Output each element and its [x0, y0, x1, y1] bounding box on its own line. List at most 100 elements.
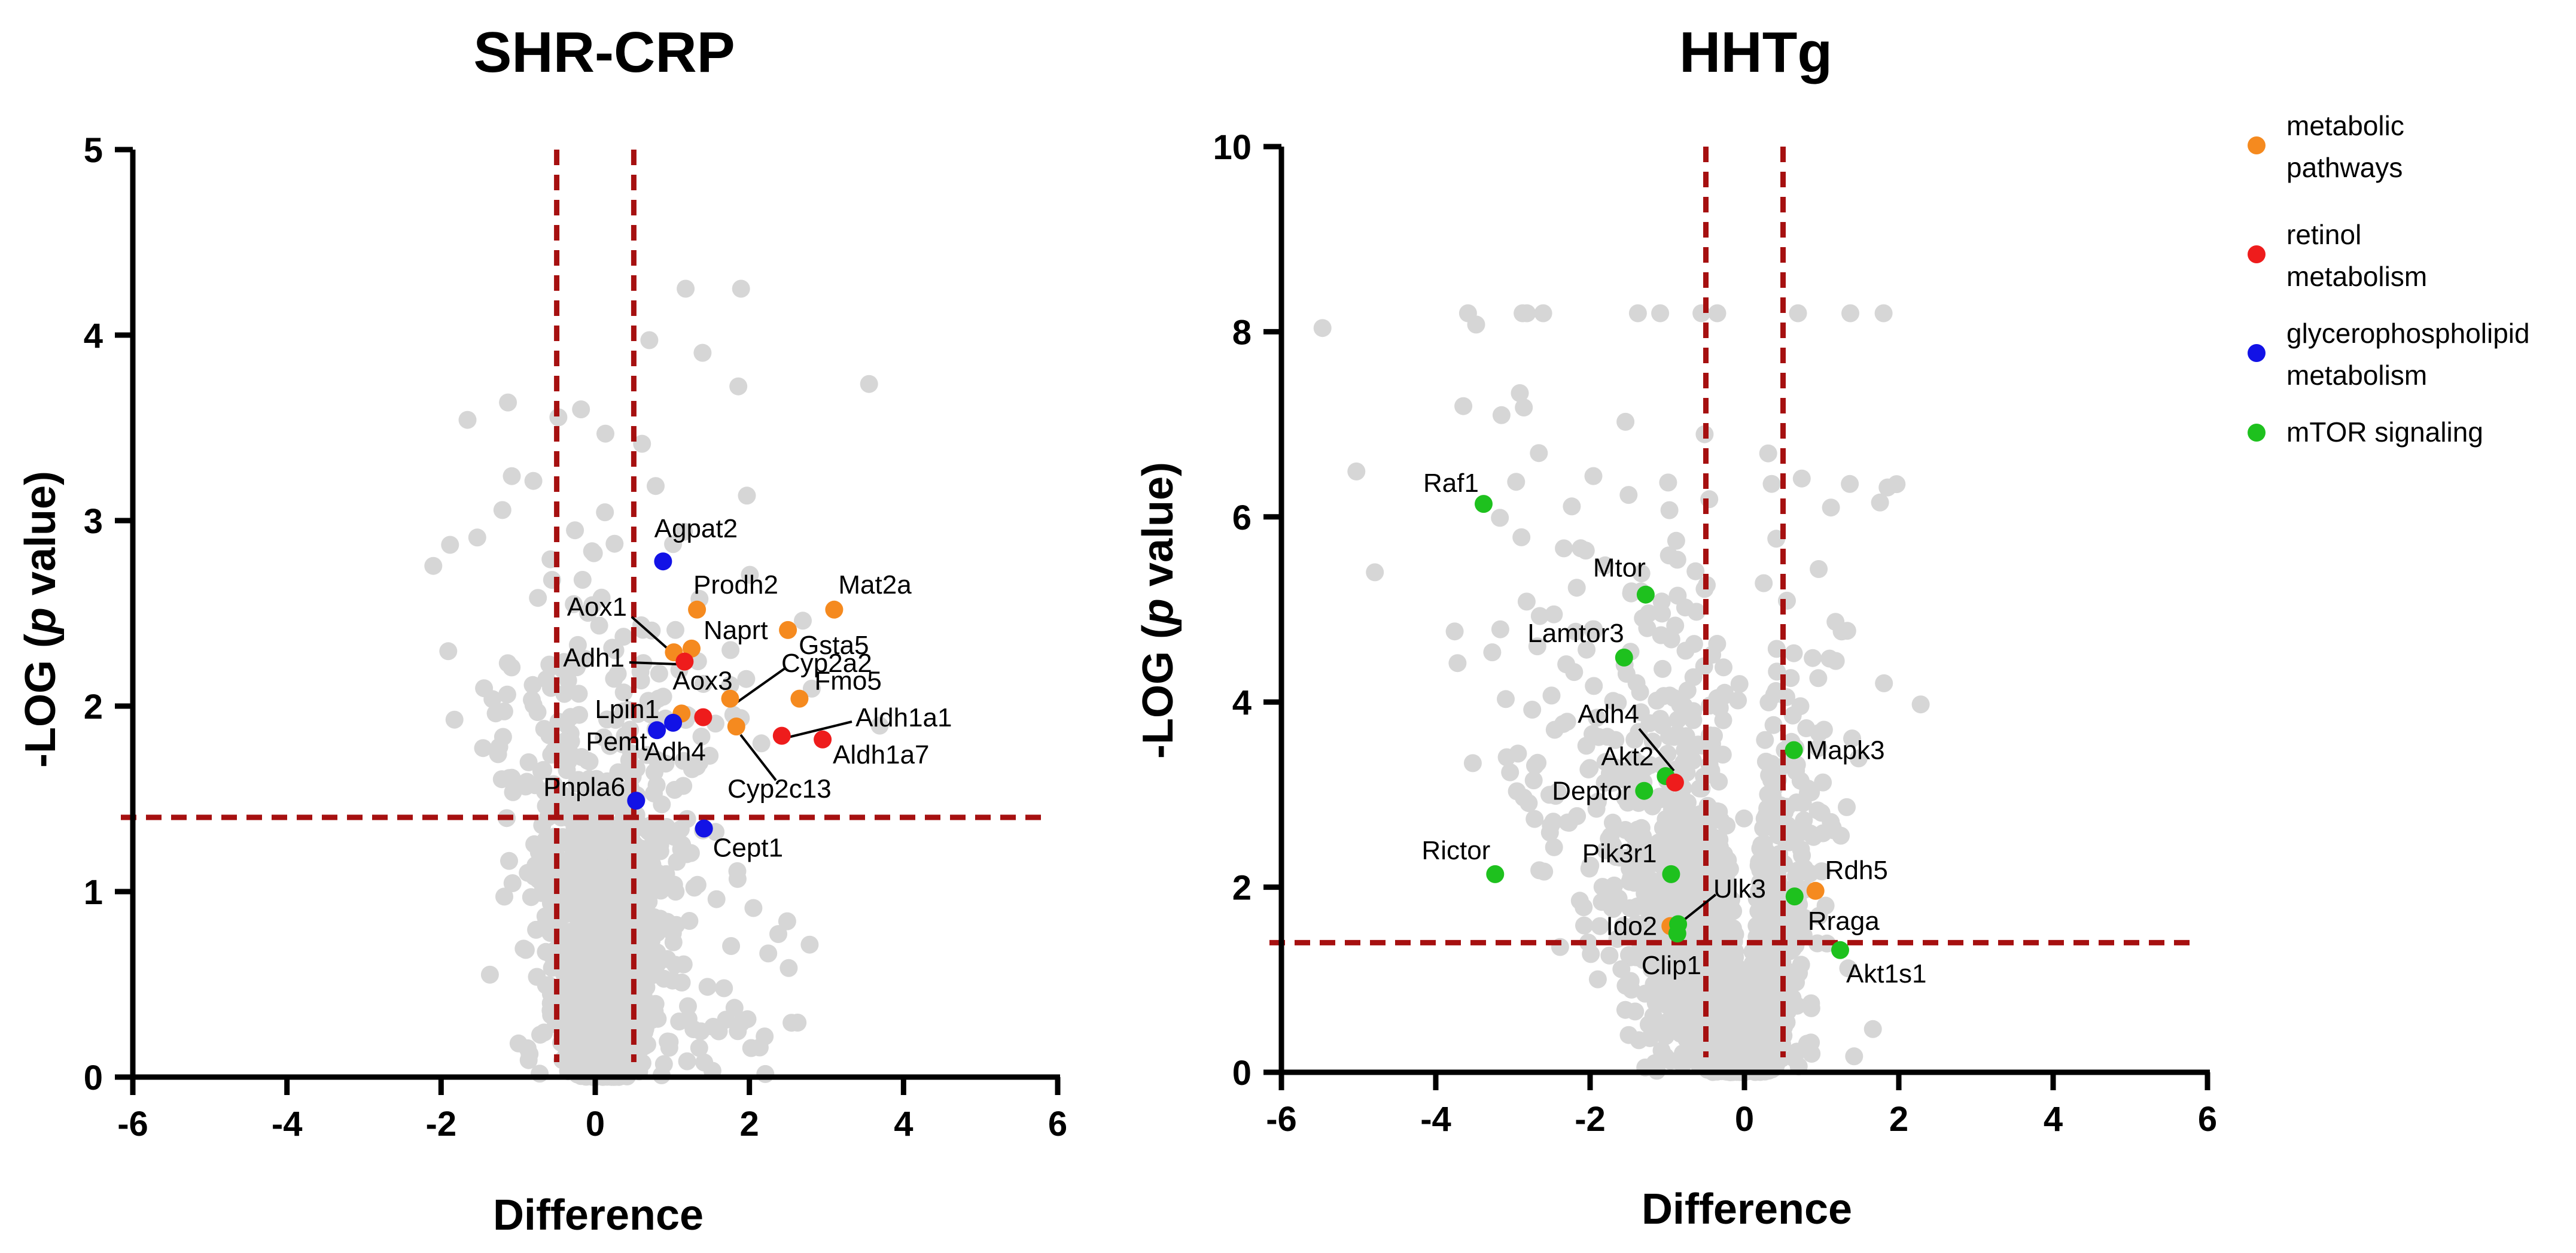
- background-point: [1717, 869, 1735, 888]
- background-point: [1600, 946, 1619, 965]
- point-raf1: [1475, 495, 1493, 513]
- background-point: [1764, 912, 1783, 930]
- legend-label: pathways: [2286, 152, 2403, 183]
- background-point: [1515, 399, 1533, 416]
- background-point: [486, 704, 505, 723]
- background-point: [1816, 896, 1835, 915]
- background-point: [1723, 1001, 1741, 1020]
- background-point: [573, 571, 592, 589]
- background-point: [577, 1040, 596, 1059]
- point-cyp2c13: [727, 717, 745, 736]
- background-point: [439, 642, 458, 661]
- background-point: [1802, 994, 1820, 1012]
- background-point: [605, 947, 624, 965]
- background-point: [1560, 814, 1578, 832]
- x-tick-label: 4: [2044, 1100, 2063, 1139]
- point-akt1s1: [1831, 941, 1849, 959]
- background-point: [721, 641, 740, 659]
- background-point: [692, 728, 711, 746]
- background-point: [606, 641, 625, 659]
- background-point: [656, 755, 675, 773]
- background-point: [1676, 741, 1694, 759]
- background-point: [565, 818, 584, 837]
- background-point: [756, 1065, 775, 1083]
- background-point: [1665, 954, 1683, 972]
- x-tick-label: 6: [1048, 1105, 1067, 1143]
- background-point: [1366, 563, 1384, 582]
- background-point: [794, 612, 812, 630]
- point-mapk3: [1785, 741, 1803, 759]
- background-point: [1603, 813, 1622, 832]
- x-tick-label: -6: [117, 1105, 148, 1143]
- label-naprt: Naprt: [704, 616, 768, 645]
- background-point: [1822, 498, 1840, 517]
- background-point: [1542, 686, 1561, 705]
- background-point: [516, 941, 535, 959]
- background-point: [1631, 821, 1650, 840]
- background-point: [558, 974, 576, 992]
- background-point: [1826, 652, 1845, 670]
- background-point: [1528, 753, 1547, 772]
- background-point: [1555, 539, 1573, 558]
- label-adh1: Adh1: [563, 643, 625, 673]
- background-point: [596, 503, 614, 522]
- background-point: [633, 434, 651, 453]
- background-point: [1646, 994, 1665, 1012]
- background-point: [1747, 889, 1766, 908]
- background-point: [1604, 899, 1622, 918]
- background-point: [695, 1053, 714, 1072]
- background-point: [644, 942, 662, 960]
- background-point: [561, 835, 579, 853]
- background-point: [693, 343, 712, 362]
- background-point: [1657, 817, 1676, 836]
- background-point: [580, 835, 598, 854]
- label-fmo5: Fmo5: [814, 667, 881, 696]
- leader-line-adh4: [1638, 728, 1675, 772]
- background-point: [1545, 605, 1563, 624]
- background-point: [566, 521, 584, 540]
- legend-label: metabolism: [2286, 360, 2427, 391]
- background-point: [1634, 609, 1652, 628]
- background-point: [1610, 848, 1629, 867]
- y-tick-label: 5: [84, 131, 103, 170]
- background-point: [1677, 869, 1696, 887]
- background-point: [1636, 884, 1654, 903]
- label-akt2: Akt2: [1601, 742, 1654, 771]
- background-point: [1501, 763, 1520, 781]
- background-point: [1759, 444, 1777, 463]
- x-axis-title: Difference: [1642, 1185, 1852, 1233]
- background-point: [1684, 711, 1703, 729]
- background-point: [1576, 542, 1595, 560]
- background-point: [493, 501, 511, 519]
- background-point: [1670, 837, 1688, 856]
- background-point: [679, 997, 697, 1015]
- background-point: [632, 896, 650, 914]
- point-mat2a: [825, 600, 844, 619]
- label-akt1s1: Akt1s1: [1846, 959, 1927, 989]
- leader-line-adh1: [629, 661, 678, 665]
- y-tick-label: 2: [84, 688, 103, 726]
- background-point: [1783, 706, 1802, 725]
- x-tick-label: 6: [2198, 1100, 2217, 1139]
- point-lpin1: [694, 708, 712, 726]
- legend-label: metabolism: [2286, 261, 2427, 292]
- background-point: [1716, 851, 1734, 869]
- background-point: [1843, 729, 1861, 748]
- background-point: [1619, 1026, 1638, 1044]
- background-point: [641, 705, 659, 723]
- label-aldh1a1: Aldh1a1: [855, 703, 952, 732]
- background-point: [1814, 773, 1832, 792]
- label-cyp2a2: Cyp2a2: [781, 649, 872, 678]
- background-point: [424, 556, 443, 575]
- background-point: [574, 1059, 592, 1077]
- background-point: [1841, 475, 1859, 493]
- y-tick-label: 10: [1213, 128, 1252, 167]
- background-point: [1782, 669, 1800, 688]
- background-point: [1826, 613, 1845, 631]
- y-tick-label: 3: [84, 502, 103, 541]
- panel-title: HHTg: [1679, 20, 1832, 84]
- background-point: [1715, 1027, 1733, 1046]
- background-point: [605, 534, 624, 553]
